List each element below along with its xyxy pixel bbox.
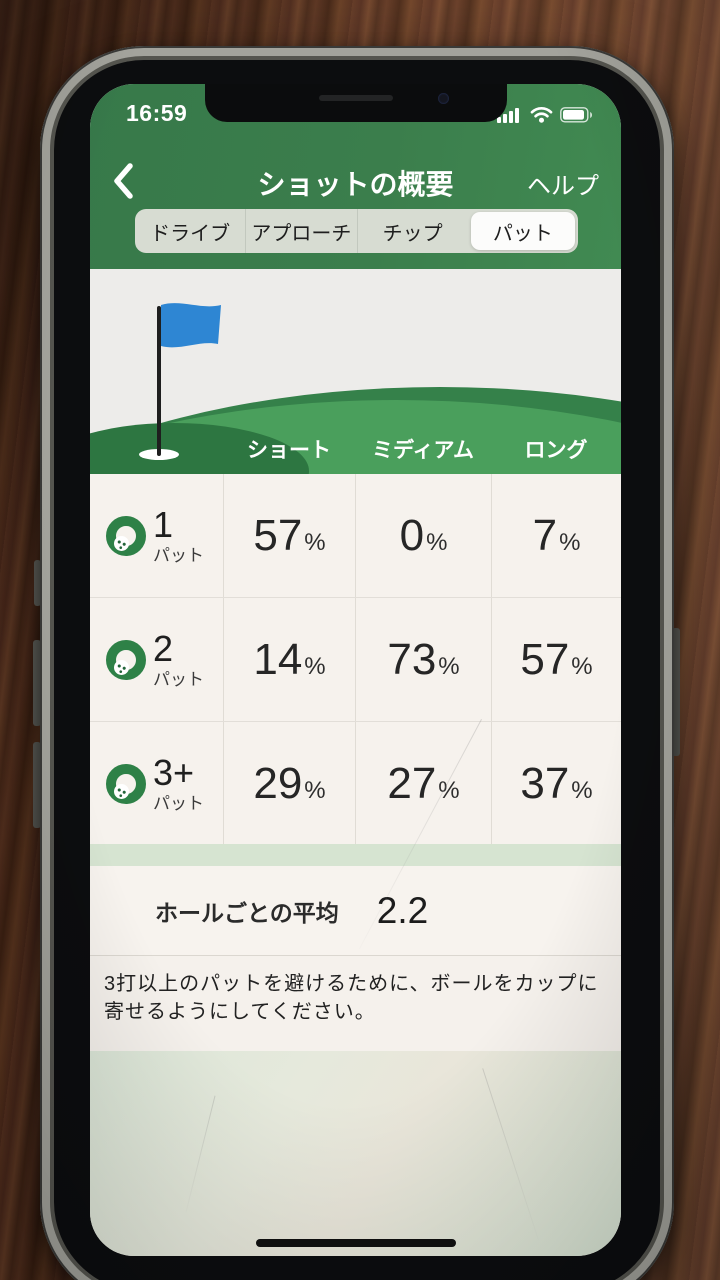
tab-drive[interactable]: ドライブ <box>150 222 231 245</box>
phone-frame: 16:59 <box>40 46 674 1280</box>
tab-approach[interactable]: アプローチ <box>245 209 356 253</box>
status-icons <box>497 106 593 123</box>
value-cell: 27% <box>355 722 491 845</box>
putt-count-sub: パット <box>153 794 204 813</box>
value-long: 57 <box>520 634 570 684</box>
putt-count-sub: パット <box>153 670 204 689</box>
section-divider-band <box>90 844 621 866</box>
mute-switch <box>34 560 41 606</box>
value-cell: 0% <box>355 474 491 597</box>
table-row-1-putt: 1 パット 57% 0% 7% <box>90 474 621 598</box>
value-long: 37 <box>520 758 570 808</box>
value-cell: 57% <box>223 474 355 597</box>
home-indicator[interactable] <box>255 1239 456 1247</box>
row-label-cell: 3+ パット <box>90 722 223 845</box>
value-medium: 73 <box>387 634 437 684</box>
front-camera <box>437 93 449 104</box>
value-cell: 73% <box>355 598 491 721</box>
app-screen: 16:59 <box>90 84 621 1256</box>
blue-flag-icon <box>161 303 221 348</box>
putt-stats-table: 1 パット 57% 0% 7% 2 <box>90 474 621 846</box>
advice-text: 3打以上のパットを避けるために、ボールをカップに寄せるようにしてください。 <box>90 956 621 1051</box>
value-long: 7 <box>532 510 558 560</box>
back-button[interactable] <box>112 162 142 202</box>
putt-count-sub: パット <box>153 546 204 565</box>
power-button <box>672 628 680 756</box>
row-label-cell: 2 パット <box>90 598 223 721</box>
hole-ring-icon <box>106 639 146 680</box>
status-time: 16:59 <box>126 100 188 126</box>
percent-sign: % <box>559 528 581 556</box>
hole-ring-icon <box>106 763 146 804</box>
volume-up-button <box>33 640 41 726</box>
percent-sign: % <box>438 776 460 804</box>
row-label-cell: 1 パット <box>90 474 223 597</box>
value-cell: 14% <box>223 598 355 721</box>
flag-pole <box>157 306 161 456</box>
value-medium: 0 <box>399 510 425 560</box>
tab-putt[interactable]: パット <box>468 209 578 253</box>
putting-green-illustration: ショート ミディアム ロング <box>90 269 621 474</box>
percent-sign: % <box>571 652 593 680</box>
chevron-left-icon <box>114 163 133 199</box>
volume-down-button <box>33 742 41 828</box>
average-label: ホールごとの平均 <box>155 899 339 926</box>
cellular-signal-icon <box>497 108 519 123</box>
value-short: 29 <box>253 758 303 808</box>
navigation-bar: ショットの概要 ヘルプ <box>90 158 621 206</box>
percent-sign: % <box>304 528 326 556</box>
table-row-3plus-putt: 3+ パット 29% 27% 37% <box>90 722 621 846</box>
column-header-long: ロング <box>524 439 588 462</box>
hole-ring-icon <box>106 515 146 556</box>
column-header-medium: ミディアム <box>371 439 475 462</box>
percent-sign: % <box>571 776 593 804</box>
putt-count: 3+ <box>153 752 195 793</box>
average-value: 2.2 <box>376 889 429 931</box>
average-row: ホールごとの平均 2.2 <box>90 866 621 956</box>
spacer <box>90 434 223 464</box>
percent-sign: % <box>426 528 448 556</box>
putt-count: 1 <box>153 504 174 545</box>
percent-sign: % <box>304 652 326 680</box>
battery-icon <box>560 106 592 123</box>
value-cell: 37% <box>491 722 621 845</box>
value-cell: 29% <box>223 722 355 845</box>
earpiece-speaker <box>318 95 393 101</box>
distance-column-headers: ショート ミディアム ロング <box>90 434 621 464</box>
value-cell: 57% <box>491 598 621 721</box>
value-short: 14 <box>253 634 303 684</box>
help-button[interactable]: ヘルプ <box>527 173 599 200</box>
column-header-short: ショート <box>247 439 331 462</box>
tab-chip[interactable]: チップ <box>356 209 468 253</box>
golf-ball-icon <box>114 535 129 551</box>
value-short: 57 <box>253 510 303 560</box>
percent-sign: % <box>304 776 326 804</box>
notch <box>204 84 507 122</box>
percent-sign: % <box>438 652 460 680</box>
page-title: ショットの概要 <box>257 169 454 200</box>
shot-type-tabs: ドライブ アプローチ チップ パット <box>135 209 578 253</box>
wifi-icon <box>530 107 553 123</box>
putt-count: 2 <box>153 628 174 669</box>
table-row-2-putt: 2 パット 14% 73% 57% <box>90 598 621 722</box>
golf-ball-icon <box>114 783 129 799</box>
value-cell: 7% <box>491 474 621 597</box>
bottom-empty-area <box>90 1051 621 1256</box>
golf-ball-icon <box>114 659 129 675</box>
value-medium: 27 <box>387 758 437 808</box>
